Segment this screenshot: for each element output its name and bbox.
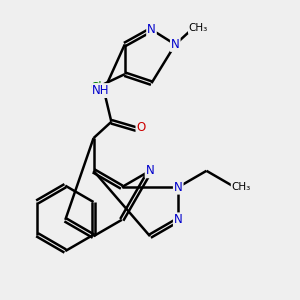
Text: N: N [147,23,156,36]
Text: CH₃: CH₃ [189,23,208,33]
Text: NH: NH [92,84,110,97]
Text: N: N [174,213,183,226]
Text: CH₃: CH₃ [232,182,251,192]
Text: O: O [136,121,146,134]
Text: N: N [171,38,180,51]
Text: N: N [146,164,154,177]
Text: Cl: Cl [91,81,102,94]
Text: N: N [174,181,183,194]
